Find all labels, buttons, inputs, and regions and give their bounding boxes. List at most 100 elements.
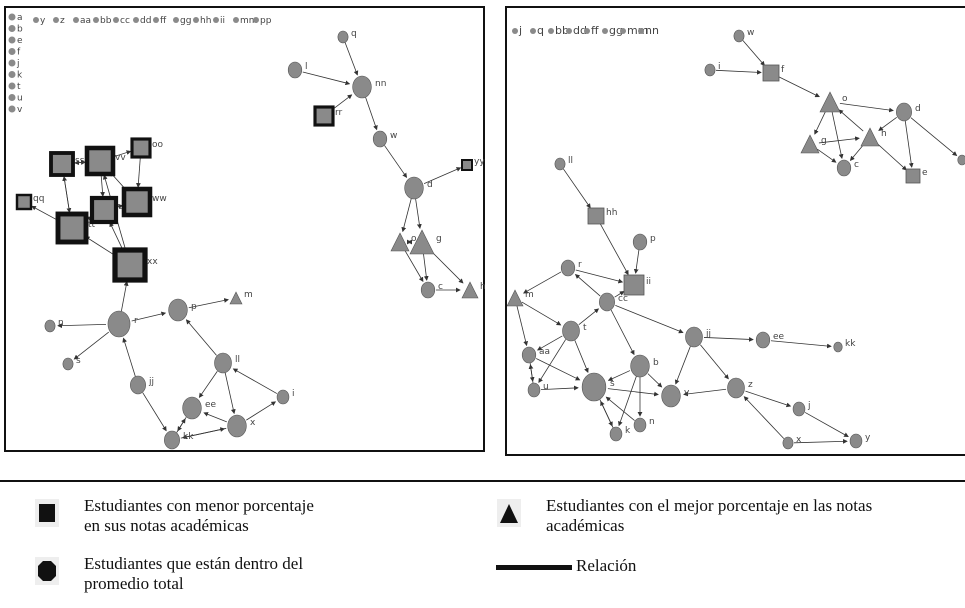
right-edge-b-v — [647, 373, 663, 388]
right-node-j — [792, 401, 806, 417]
left-legend-col-marker-b — [8, 25, 16, 32]
right-legend-row-label-q: q — [537, 24, 544, 37]
triangle-icon — [497, 499, 521, 527]
right-edge-g-c — [817, 148, 837, 163]
left-node-label-rr: rr — [335, 108, 343, 118]
right-node-label-f: f — [781, 65, 785, 75]
left-node-label-p: p — [191, 302, 197, 312]
right-node-f — [762, 64, 780, 82]
right-edge-j-y — [804, 412, 849, 437]
left-edge-x-i — [246, 401, 277, 421]
right-edge-i-f — [715, 69, 762, 75]
right-legend-row-label-bb: bb — [555, 24, 569, 37]
left-legend-row-marker-pp — [253, 17, 259, 23]
right-node-label-u: u — [543, 382, 549, 392]
right-edge-cc-ii — [614, 290, 625, 298]
left-legend-row-label-cc: cc — [120, 16, 130, 26]
left-node-label-ww: ww — [152, 194, 167, 204]
right-node-y — [849, 433, 863, 449]
right-node-label-e: e — [922, 168, 928, 178]
right-edge-aa-s — [536, 358, 581, 381]
left-node-r — [107, 310, 131, 338]
right-node-hh — [587, 207, 605, 225]
right-node-label-d: d — [915, 104, 921, 114]
right-node-label-i: i — [718, 62, 721, 72]
right-edge-m-t — [521, 301, 562, 326]
left-legend-col-label-j: j — [16, 59, 20, 69]
left-node-x — [227, 414, 247, 438]
left-legend-row-label-aa: aa — [80, 16, 91, 26]
left-node-ss — [49, 151, 75, 177]
left-node-g — [409, 229, 435, 255]
right-legend-row-label-mm: mm — [627, 24, 648, 37]
left-edge-ee-kk — [177, 417, 187, 432]
figure-legend: Estudiantes con menor porcentaje en sus … — [0, 480, 965, 608]
right-legend-row-marker-nn — [638, 28, 644, 34]
left-legend-col-label-e: e — [17, 36, 23, 46]
left-legend-row-marker-cc — [113, 17, 119, 23]
left-legend-row-marker-aa — [73, 17, 79, 23]
right-edge-jj-ee — [703, 336, 754, 342]
right-legend-row-label-nn: nn — [645, 24, 659, 37]
left-edge-kk-x — [180, 427, 226, 439]
right-node-d — [896, 102, 912, 122]
right-node-g — [800, 134, 820, 154]
left-edge-g-c — [423, 253, 429, 281]
right-node-m — [507, 289, 524, 307]
right-node-cc — [599, 292, 615, 312]
left-edge-r-n — [57, 323, 107, 329]
right-edge-n-s — [605, 396, 635, 421]
left-legend-row-marker-dd — [133, 17, 139, 23]
right-node-n — [633, 417, 647, 433]
left-legend-row-label-z: z — [60, 16, 65, 26]
left-legend-row-label-mm: mm — [240, 16, 258, 26]
relation-line-icon — [496, 565, 572, 570]
left-node-oo — [130, 137, 152, 159]
right-edge-d-h — [878, 117, 897, 131]
left-node-w — [372, 130, 388, 148]
right-node-label-n: n — [649, 417, 655, 427]
right-legend-row-label-gg: gg — [609, 24, 623, 37]
right-edge-t-aa — [536, 335, 563, 351]
left-legend-col-marker-u — [8, 94, 16, 101]
left-node-o — [390, 232, 410, 252]
left-node-p — [168, 298, 188, 322]
right-node-label-o: o — [842, 94, 848, 104]
right-node-label-h: h — [881, 129, 887, 139]
right-edge-o-d — [839, 102, 894, 113]
right-node-z — [727, 377, 745, 399]
left-legend-col-label-b: b — [17, 25, 23, 35]
right-edge-jj-z — [700, 344, 729, 380]
left-node-uu — [89, 195, 119, 225]
right-node-label-b: b — [653, 358, 659, 368]
right-edge-k-s — [600, 400, 614, 428]
right-node-label-kk: kk — [845, 339, 856, 349]
left-legend-col-marker-f — [8, 48, 16, 55]
right-node-label-jj: jj — [705, 329, 711, 339]
left-edge-xx-uu — [109, 221, 124, 252]
left-edge-nn-w — [365, 97, 378, 131]
right-node-label-p: p — [650, 234, 656, 244]
right-edge-cc-b — [610, 309, 635, 356]
right-edge-r-m — [523, 271, 562, 294]
left-node-label-c: c — [438, 282, 443, 292]
right-edge-h-e — [876, 142, 907, 171]
left-node-label-ee: ee — [205, 400, 217, 410]
right-node-ii — [623, 274, 645, 296]
legend-triangle-label: Estudiantes con el mejor porcentaje en l… — [546, 496, 873, 535]
right-edge-z-j — [745, 390, 792, 408]
left-node-label-kk: kk — [183, 432, 194, 442]
right-node-label-x: x — [796, 435, 802, 445]
left-node-label-ll: ll — [235, 355, 240, 365]
right-edge-cc-r — [574, 274, 601, 297]
left-node-label-r: r — [134, 316, 138, 326]
right-node-ll — [554, 157, 566, 171]
left-node-tt — [55, 211, 89, 245]
left-node-label-h: h — [480, 282, 486, 292]
left-edge-x-ee — [203, 412, 227, 423]
right-edge-x-y — [793, 438, 848, 444]
left-node-label-jj: jj — [148, 377, 154, 387]
left-legend-row-marker-ff — [153, 17, 159, 23]
right-edge-t-u — [538, 339, 567, 384]
left-edge-r-s — [73, 331, 110, 360]
